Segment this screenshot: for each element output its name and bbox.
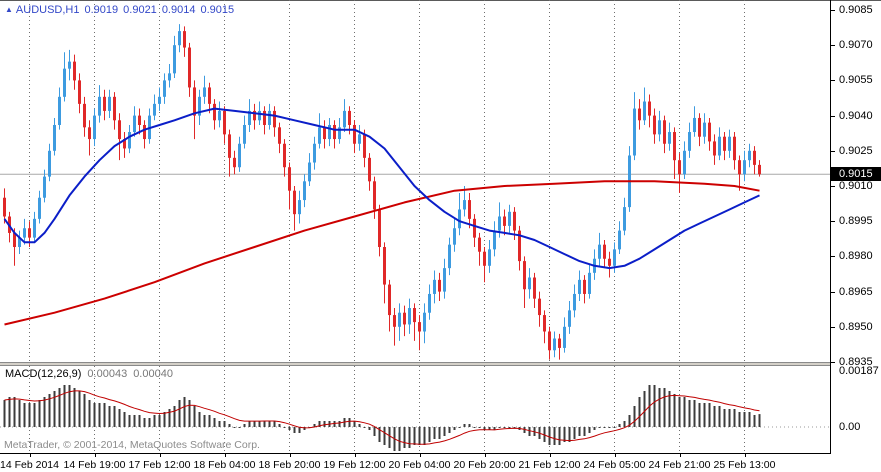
time-tick	[94, 454, 96, 457]
time-axis-border	[0, 453, 831, 454]
grid-lines	[29, 0, 745, 362]
macd-axis-label: 0.00	[839, 421, 861, 433]
time-tick	[484, 454, 486, 457]
quote-open: 0.9019	[84, 4, 119, 16]
time-tick	[354, 454, 356, 457]
quote-high: 0.9021	[123, 4, 157, 16]
macd-axis-label: 0.00187	[839, 364, 879, 377]
time-tick	[159, 454, 161, 457]
macd-panel[interactable]: MACD(12,26,9) 0.00043 0.00040 MetaTrader, …	[0, 366, 830, 453]
price-axis-border	[830, 0, 831, 454]
price-axis-label: 0.8935	[839, 356, 873, 368]
price-tick	[831, 186, 835, 187]
copyright-text: MetaTrader, © 2001-2014, MetaQuotes Soft…	[4, 439, 260, 451]
time-tick	[29, 454, 31, 457]
time-axis-label: 24 Feb 21:00	[648, 459, 711, 471]
symbol-label: AUDUSD,H1	[15, 4, 80, 16]
time-tick	[549, 454, 551, 457]
time-tick	[289, 454, 291, 457]
price-axis-label: 0.9025	[839, 144, 873, 157]
price-tick	[831, 221, 835, 223]
time-axis-label: 21 Feb 12:00	[518, 459, 581, 471]
price-axis-label: 0.9010	[839, 180, 873, 192]
price-axis-label: 0.9070	[839, 39, 873, 52]
time-axis-label: 19 Feb 12:00	[323, 459, 386, 471]
symbol-marker-icon: ▲	[5, 5, 13, 14]
macd-name: MACD(12,26,9)	[5, 368, 82, 380]
time-axis-label: 20 Feb 04:00	[388, 459, 451, 471]
time-axis-label: 14 Feb 2014	[0, 459, 59, 471]
time-tick	[419, 454, 421, 457]
time-tick	[679, 454, 681, 457]
price-tick	[831, 80, 835, 82]
time-axis-label: 20 Feb 20:00	[453, 459, 516, 471]
time-tick	[744, 454, 746, 457]
price-tick	[831, 115, 835, 117]
time-axis-label: 14 Feb 19:00	[63, 459, 126, 471]
time-axis[interactable]: 14 Feb 2014 14 Feb 19:00 17 Feb 12:00 18 Fe…	[0, 454, 881, 472]
price-axis[interactable]: 0.9015 0.9085 0.9070 0.9055 0.9040 0.9025 0.9…	[831, 0, 881, 454]
price-axis-label: 0.8980	[839, 250, 873, 263]
ma-blue-line	[3, 107, 760, 270]
panel-divider[interactable]	[0, 362, 830, 366]
window-top-border	[0, 0, 881, 1]
price-axis-label: 0.9040	[839, 109, 873, 122]
macd-main-value: 0.00043	[87, 368, 128, 380]
candlestick-series	[3, 24, 761, 360]
price-axis-label: 0.8950	[839, 320, 873, 333]
price-axis-label: 0.8965	[839, 285, 873, 298]
time-axis-label: 17 Feb 12:00	[128, 459, 191, 471]
macd-chart	[0, 366, 830, 453]
macd-signal-line	[4, 390, 760, 445]
time-axis-label: 25 Feb 13:00	[713, 459, 776, 471]
price-tick	[831, 326, 835, 328]
price-tick	[831, 256, 835, 258]
candlestick-chart	[0, 0, 830, 362]
macd-indicator-label: MACD(12,26,9) 0.00043 0.00040	[5, 368, 179, 380]
price-axis-label: 0.8995	[839, 215, 873, 228]
chart-header: ▲ AUDUSD,H1 0.9019 0.9021 0.9014 0.9015	[5, 4, 239, 16]
price-tick	[831, 362, 835, 363]
price-tick	[831, 10, 835, 11]
price-tick	[831, 45, 835, 47]
price-tick	[831, 291, 835, 293]
time-tick	[614, 454, 616, 457]
time-tick	[224, 454, 226, 457]
time-axis-label: 24 Feb 05:00	[583, 459, 646, 471]
time-axis-label: 18 Feb 20:00	[258, 459, 321, 471]
quote-low: 0.9014	[161, 4, 196, 16]
price-axis-label: 0.9085	[839, 4, 873, 16]
main-price-panel[interactable]: ▲ AUDUSD,H1 0.9019 0.9021 0.9014 0.9015	[0, 0, 830, 362]
ma-red-line	[4, 180, 760, 326]
price-tick	[831, 150, 835, 152]
current-price-tag: 0.9015	[831, 167, 881, 182]
quote-close: 0.9015	[200, 4, 235, 16]
price-axis-label: 0.9055	[839, 74, 873, 87]
macd-signal-value: 0.00040	[133, 368, 173, 380]
time-axis-label: 18 Feb 04:00	[193, 459, 256, 471]
